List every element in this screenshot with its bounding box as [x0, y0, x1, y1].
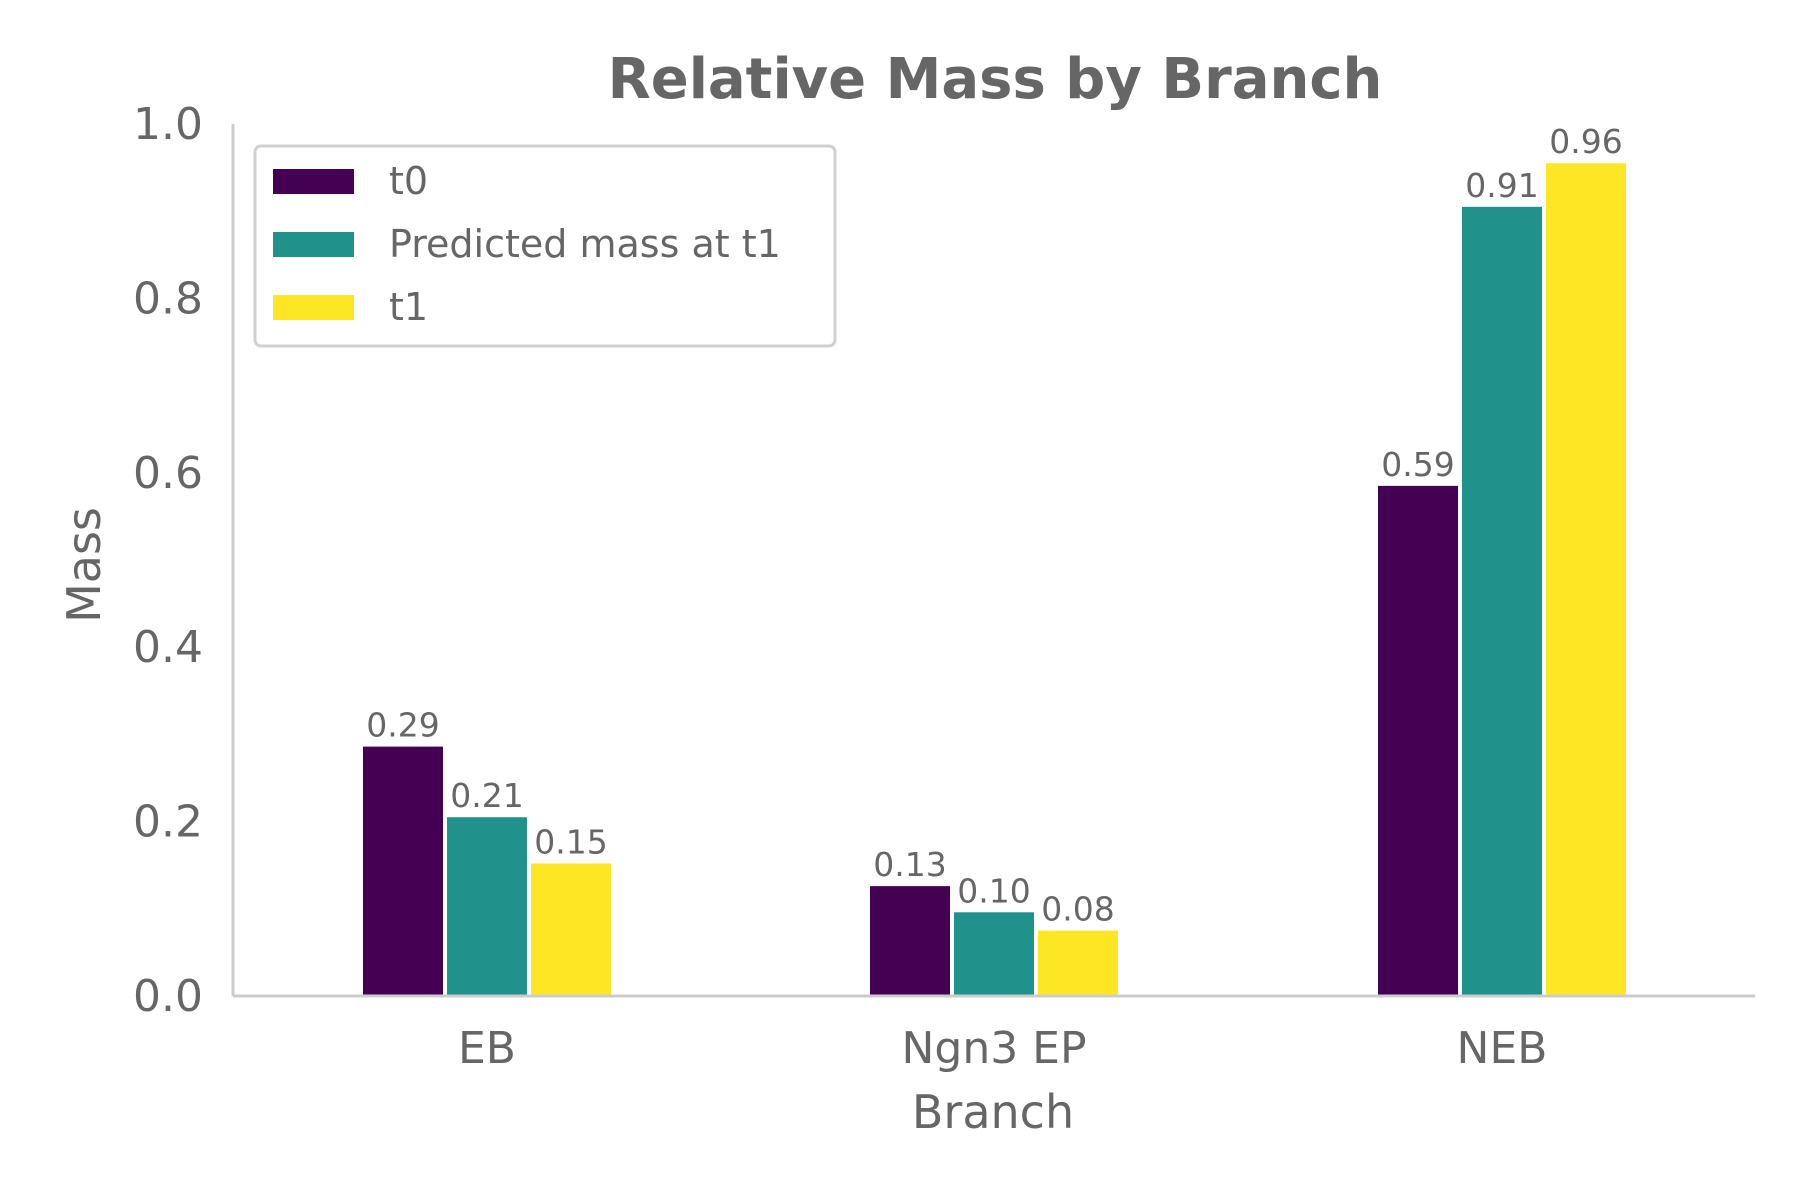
legend: t0 Predicted mass at t1 t1 [253, 144, 837, 348]
bar-eb-series-2 [531, 863, 611, 996]
x-tick-labels: EB Ngn3 EP NEB [458, 1023, 1547, 1074]
bar-value-label: 0.91 [1465, 166, 1538, 205]
bar-neb-series-0 [1378, 485, 1458, 996]
legend-swatch [273, 295, 354, 320]
y-tick-label: 0.8 [133, 273, 203, 324]
bar-ngn3-ep-series-1 [954, 912, 1034, 996]
bar-eb-series-1 [447, 817, 527, 996]
legend-box [253, 144, 837, 348]
y-tick-label: 0.2 [133, 797, 203, 848]
legend-label: t0 [389, 159, 428, 203]
bar-value-label: 0.59 [1381, 445, 1454, 484]
bar-value-label: 0.29 [366, 706, 439, 745]
x-tick-label: NEB [1457, 1023, 1548, 1074]
bar-labels-group: 0.29 0.21 0.15 0.13 0.10 0.08 0.59 0.91 0.96 [366, 122, 1622, 928]
y-tick-label: 1.0 [133, 99, 203, 150]
bar-neb-series-1 [1462, 206, 1542, 997]
bar-value-label: 0.10 [957, 871, 1030, 910]
bar-ngn3-ep-series-2 [1038, 930, 1118, 996]
bar-eb-series-0 [363, 746, 443, 996]
legend-label: Predicted mass at t1 [389, 222, 781, 266]
legend-swatch [273, 169, 354, 194]
bar-ngn3-ep-series-0 [870, 886, 950, 996]
x-axis-label: Branch [912, 1085, 1074, 1139]
legend-items: t0 Predicted mass at t1 t1 [273, 159, 781, 329]
y-tick-label: 0.4 [133, 622, 203, 673]
x-tick-label: Ngn3 EP [901, 1023, 1086, 1074]
bar-neb-series-2 [1546, 163, 1626, 997]
bar-value-label: 0.13 [873, 845, 946, 884]
bar-value-label: 0.96 [1549, 122, 1622, 161]
bar-value-label: 0.15 [534, 822, 607, 861]
bar-value-label: 0.08 [1041, 890, 1114, 929]
bars-group [363, 163, 1626, 997]
bar-value-label: 0.21 [450, 776, 523, 815]
legend-swatch [273, 232, 354, 257]
y-tick-label: 0.6 [133, 448, 203, 499]
legend-label: t1 [389, 285, 428, 329]
y-tick-labels: 0.0 0.2 0.4 0.6 0.8 1.0 [133, 99, 203, 1022]
x-tick-label: EB [458, 1023, 516, 1074]
y-tick-label: 0.0 [133, 971, 203, 1022]
y-axis-label: Mass [57, 507, 111, 623]
chart-title: Relative Mass by Branch [608, 47, 1383, 112]
